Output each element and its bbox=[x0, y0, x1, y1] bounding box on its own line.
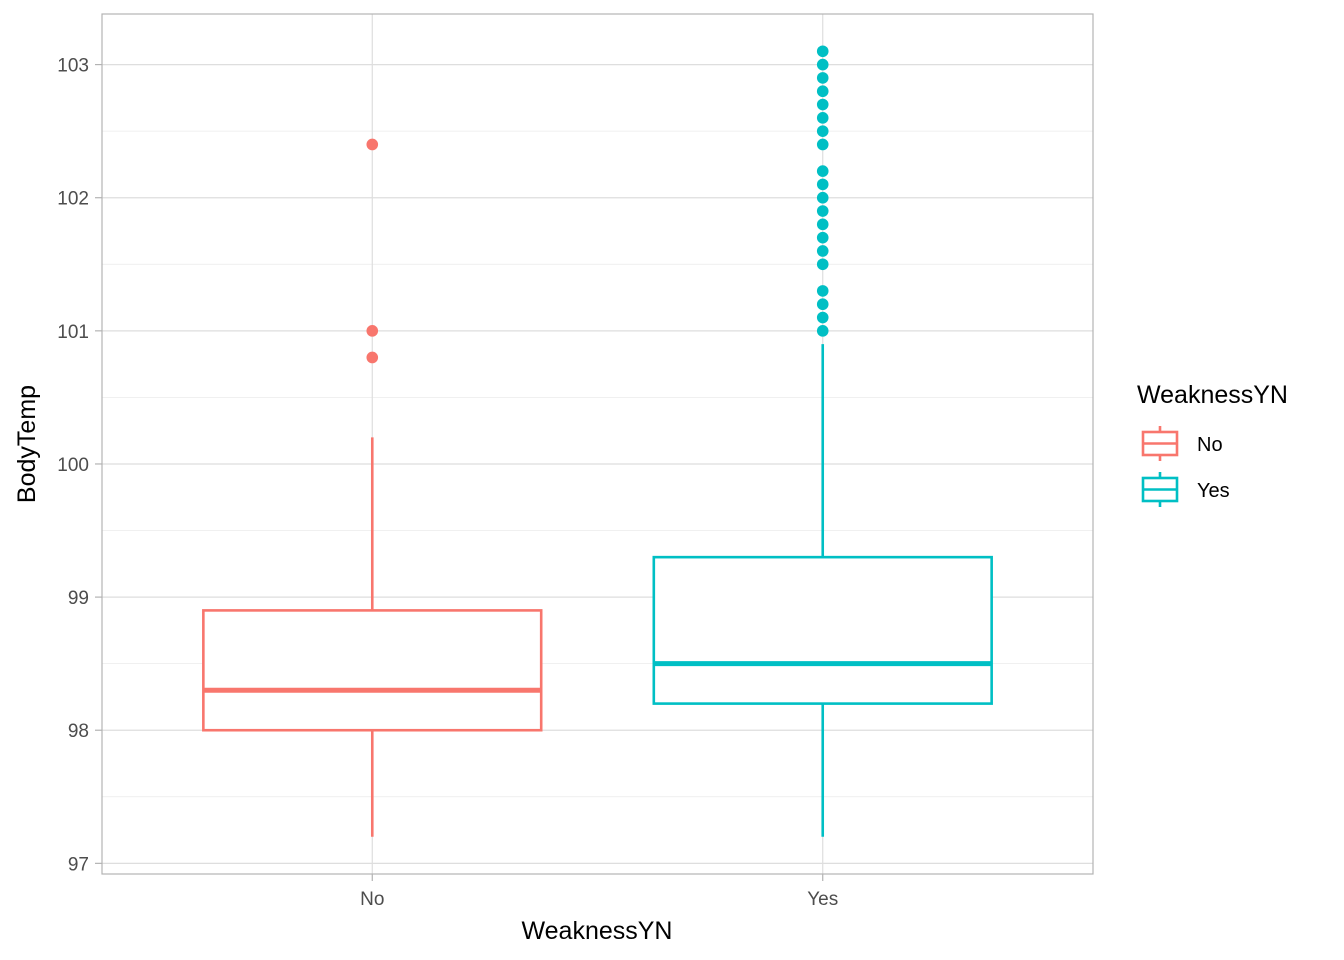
box-yes bbox=[652, 344, 993, 837]
panel-border bbox=[101, 13, 1094, 875]
outlier-point bbox=[366, 138, 379, 151]
outlier-point bbox=[816, 165, 829, 177]
x-axis-ticks: No Yes bbox=[360, 874, 838, 910]
box-iqr bbox=[202, 609, 543, 732]
outlier-point bbox=[816, 138, 829, 151]
outlier-point bbox=[816, 58, 829, 71]
outlier-point bbox=[816, 218, 829, 231]
y-tick-label: 98 bbox=[68, 721, 89, 742]
x-tick-label: No bbox=[360, 889, 384, 910]
outlier-layer bbox=[366, 45, 829, 364]
outlier-point bbox=[816, 285, 829, 297]
y-axis-ticks: 97 98 99 100 101 102 103 bbox=[57, 56, 102, 875]
legend-label: Yes bbox=[1197, 480, 1230, 502]
outlier-point bbox=[816, 191, 829, 204]
y-tick-label: 100 bbox=[57, 455, 89, 476]
outlier-point bbox=[816, 72, 829, 84]
outlier-point bbox=[816, 125, 829, 137]
outlier-point bbox=[816, 311, 829, 324]
outlier-point bbox=[816, 205, 829, 217]
outlier-point bbox=[816, 231, 829, 244]
box-iqr bbox=[652, 555, 993, 705]
legend: WeaknessYN No Yes bbox=[1137, 381, 1288, 507]
outlier-point bbox=[816, 85, 829, 98]
legend-title: WeaknessYN bbox=[1137, 381, 1288, 409]
y-tick-label: 102 bbox=[57, 189, 89, 210]
outlier-point bbox=[816, 112, 829, 124]
legend-key-yes: Yes bbox=[1141, 472, 1230, 507]
outlier-point bbox=[816, 245, 829, 257]
y-tick-label: 101 bbox=[57, 322, 89, 343]
legend-key-no: No bbox=[1141, 426, 1223, 461]
x-tick-label: Yes bbox=[807, 889, 838, 910]
box-no bbox=[202, 437, 543, 837]
legend-label: No bbox=[1197, 434, 1223, 456]
outlier-point bbox=[816, 258, 829, 271]
outlier-point bbox=[816, 298, 829, 311]
x-axis-title: WeaknessYN bbox=[522, 917, 673, 945]
outlier-point bbox=[366, 325, 379, 337]
outlier-point bbox=[816, 325, 829, 337]
y-tick-label: 97 bbox=[68, 854, 89, 875]
outlier-point bbox=[816, 178, 829, 191]
outlier-point bbox=[366, 351, 379, 364]
box-layer bbox=[202, 344, 993, 837]
y-axis-title: BodyTemp bbox=[13, 385, 41, 503]
y-tick-label: 103 bbox=[57, 56, 89, 77]
legend-keys: No Yes bbox=[1141, 426, 1230, 507]
y-tick-label: 99 bbox=[68, 588, 89, 609]
outlier-point bbox=[816, 45, 829, 58]
outlier-point bbox=[816, 98, 829, 111]
